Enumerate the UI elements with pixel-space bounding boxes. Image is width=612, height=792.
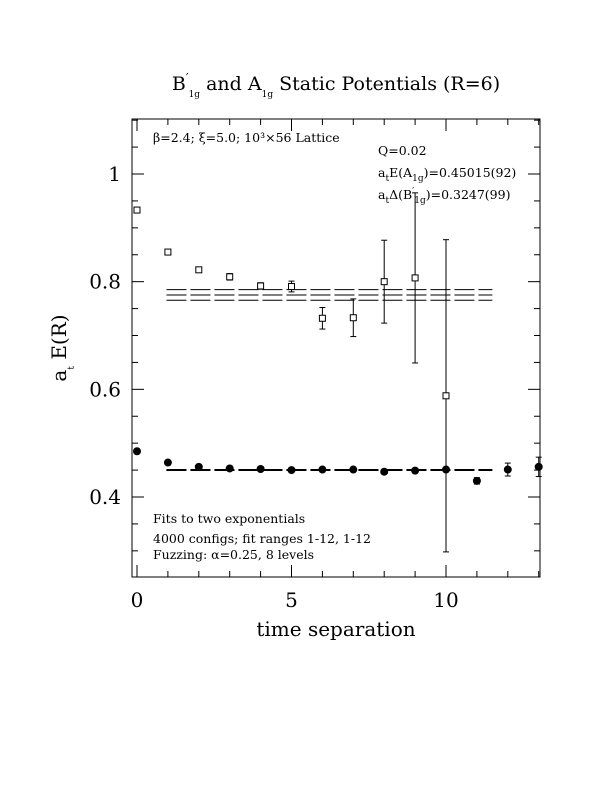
data-point-b1g — [349, 314, 357, 322]
data-point-a1g — [472, 476, 481, 485]
data-point-a1g — [287, 466, 296, 475]
x-axis-title: time separation — [256, 617, 415, 641]
data-point-b1g — [380, 278, 388, 286]
data-point-a1g — [133, 447, 141, 456]
y-axis-title: at E(R) — [47, 314, 77, 381]
fit-bands — [166, 289, 493, 471]
configs-note: 4000 configs; fit ranges 1-12, 1-12 — [153, 531, 371, 546]
data-points — [133, 192, 543, 553]
y-tick-label-0.6: 0.6 — [89, 377, 121, 401]
data-point-b1g — [133, 206, 141, 214]
fit-b-note: atΔ(B′1g)=0.3247(99) — [378, 187, 510, 206]
y-tick-label-0.4: 0.4 — [89, 485, 121, 509]
fuzzing-note: Fuzzing: α=0.25, 8 levels — [153, 547, 314, 562]
data-point-b1g — [318, 314, 326, 322]
data-point-b1g — [257, 282, 265, 290]
data-point-b1g — [226, 273, 234, 281]
data-point-a1g — [225, 464, 234, 473]
data-point-a1g — [442, 465, 450, 474]
y-tick-label-0.8: 0.8 — [89, 270, 121, 294]
data-point-a1g — [411, 466, 420, 475]
q-note: Q=0.02 — [378, 143, 427, 158]
x-tick-label-10: 10 — [433, 588, 458, 612]
data-point-a1g — [318, 465, 327, 474]
data-point-b1g — [195, 266, 203, 274]
data-point-b1g — [288, 283, 295, 291]
data-point-a1g — [194, 462, 203, 471]
data-point-a1g — [256, 465, 265, 474]
data-point-b1g — [411, 274, 419, 282]
fit-a-note: atE(A1g)=0.45015(92) — [378, 165, 516, 184]
data-point-a1g — [380, 467, 389, 476]
axis-ticks — [132, 119, 540, 577]
x-tick-label-5: 5 — [285, 588, 298, 612]
y-tick-labels: 0.4 0.6 0.8 1 — [89, 162, 121, 509]
data-point-a1g — [163, 458, 172, 467]
data-point-b1g — [164, 248, 172, 256]
data-point-a1g — [503, 465, 512, 474]
lattice-note: β=2.4; ξ=5.0; 10³×56 Lattice — [153, 130, 340, 145]
data-point-b1g — [442, 392, 450, 400]
x-tick-labels: 0 5 10 — [131, 588, 459, 612]
data-point-a1g — [349, 465, 358, 474]
data-point-a1g — [534, 462, 543, 471]
x-tick-label-0: 0 — [131, 588, 144, 612]
fits-note: Fits to two exponentials — [153, 511, 305, 526]
y-tick-label-1: 1 — [108, 162, 121, 186]
chart-title: B′1g and A1g Static Potentials (R=6) — [172, 71, 500, 100]
plot-frame — [131, 118, 541, 578]
